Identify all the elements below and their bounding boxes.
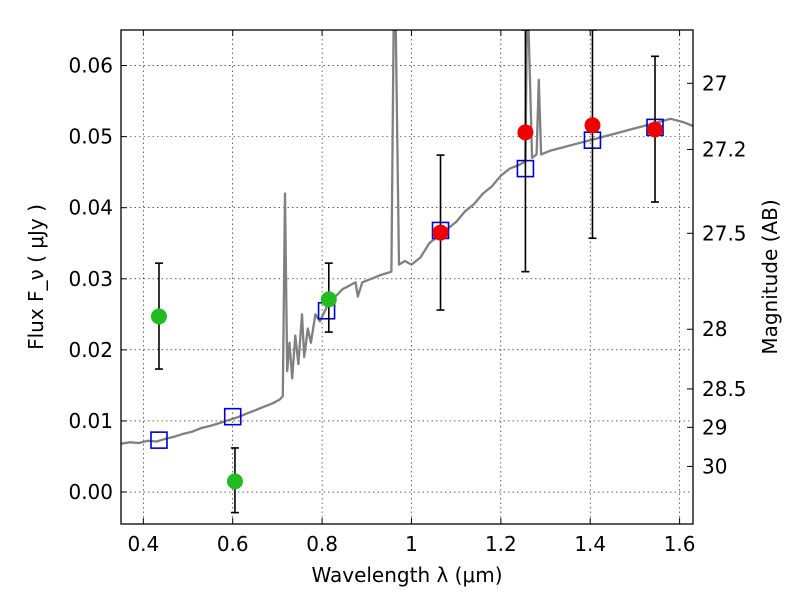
x-tick-label: 1 (405, 532, 418, 556)
x-tick-label: 0.8 (306, 532, 338, 556)
observed-flux-point (320, 291, 337, 308)
observed-flux-point (432, 224, 449, 241)
observed-flux-point (517, 124, 534, 141)
y-tick-label: 0.06 (68, 54, 113, 78)
plot-frame (120, 29, 694, 525)
y-tick-label: 0.04 (68, 196, 113, 220)
x-tick-label: 0.6 (217, 532, 249, 556)
right-tick-label: 30 (702, 454, 727, 478)
right-tick-label: 27.2 (702, 137, 747, 161)
y-tick-label: 0.05 (68, 125, 113, 149)
x-tick-label: 0.4 (127, 532, 159, 556)
x-tick-label: 1.2 (485, 532, 517, 556)
grid (121, 30, 693, 524)
x-tick-label: 1.4 (574, 532, 606, 556)
model-spectrum-line (121, 30, 693, 445)
observed-flux-point (226, 473, 243, 490)
x-axis-label: Wavelength λ (μm) (311, 563, 502, 587)
observed-flux-point (150, 308, 167, 325)
right-axis-ticks: 27 27.2 27.5 28 28.5 29 30 (687, 71, 747, 478)
x-tick-label: 1.6 (664, 532, 696, 556)
right-tick-label: 27.5 (702, 221, 747, 245)
right-tick-label: 29 (702, 415, 727, 439)
observed-flux-point (647, 121, 664, 138)
model-photometry-square (150, 431, 168, 449)
y-axis-label: Flux F_ν ( μJy ) (24, 204, 48, 350)
plot-area (121, 30, 693, 514)
y-tick-label: 0.01 (68, 409, 113, 433)
y-tick-label: 0.03 (68, 267, 113, 291)
right-tick-label: 28.5 (702, 377, 747, 401)
observed-flux-point (584, 117, 601, 134)
y-axis-ticks: 0.00 0.01 0.02 0.03 0.04 0.05 0.06 (68, 54, 127, 504)
series-layer (121, 30, 693, 514)
y-tick-label: 0.02 (68, 338, 113, 362)
right-tick-label: 28 (702, 317, 727, 341)
x-axis-ticks: 0.4 0.6 0.8 1 1.2 1.4 1.6 (127, 30, 696, 556)
y-tick-label: 0.00 (68, 480, 113, 504)
model-photometry-square (223, 407, 242, 426)
right-tick-label: 27 (702, 71, 727, 95)
right-axis-label: Magnitude (AB) (758, 199, 782, 354)
